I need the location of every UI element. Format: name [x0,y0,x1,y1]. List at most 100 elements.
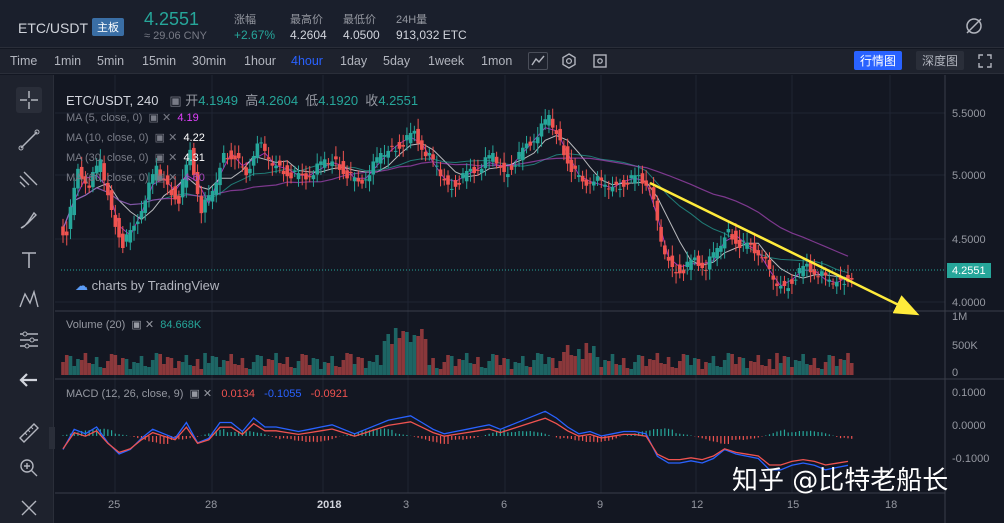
interval-5day[interactable]: 5day [383,54,411,68]
volume-tick-500k: 500K [952,340,978,352]
macd-bar [208,433,210,436]
candle-body [782,280,787,286]
trendline-icon[interactable] [16,127,42,153]
candle-body [550,118,555,128]
volume-bar [670,367,675,375]
macd-line [62,410,849,471]
volume24-label: 24H量 [396,14,428,26]
volume-bar [408,342,413,375]
volume-bar [730,354,734,375]
settings-icon[interactable] [560,52,580,70]
candle-body [827,279,832,282]
candle-body [520,147,525,161]
macd-bar [574,436,576,441]
macd-bar [619,436,621,437]
volume-bar [427,365,432,375]
tab-kline[interactable]: 行情图 [854,51,903,70]
interval-4hour[interactable]: 4hour [291,54,323,68]
brush-icon[interactable] [16,207,42,233]
macd-bar [447,436,449,444]
candle-body [487,155,491,159]
macd-bar [62,435,64,436]
ma5-legend: MA (5, close, 0) ▣ ✕ 4.19 [66,112,199,124]
tradingview-branding[interactable]: ☁ charts by TradingView [75,278,220,293]
macd-bar [163,436,165,444]
ruler-icon[interactable] [16,420,42,446]
macd-bar [223,429,225,436]
price-tick-4000: 4.0000 [952,297,986,309]
candle-body [539,123,544,137]
zoom-in-icon[interactable] [16,455,42,481]
candle-body [233,155,237,160]
panel-collapse-handle[interactable] [49,427,55,449]
interval-1mon[interactable]: 1mon [481,54,513,68]
pattern-icon[interactable] [16,287,42,313]
candle-body [446,175,450,185]
volume-bar [528,367,533,375]
volume-bar [805,364,809,375]
macd-bar [110,430,113,436]
price-tick-5500: 5.5000 [952,108,986,120]
interval-time[interactable]: Time [10,54,38,68]
fullscreen-icon[interactable] [978,54,992,68]
candle-body [517,151,521,160]
x-tick-12: 12 [691,499,703,511]
volume-bar [184,355,189,375]
trend-arrow[interactable] [649,181,920,316]
candle-body [595,176,600,181]
theme-toggle-icon[interactable] [964,16,984,36]
candle-body [393,150,398,152]
crosshair-icon[interactable] [16,87,42,113]
candle-body [405,135,409,141]
macd-bar [297,436,300,441]
candle-body [838,276,843,280]
volume-bar [707,363,712,375]
eraser-icon[interactable] [16,495,42,521]
macd-bar [533,431,535,436]
volume-bar [431,358,435,375]
volume-bar [382,341,387,375]
macd-bar [353,433,356,436]
text-icon[interactable] [16,247,42,273]
tab-depth[interactable]: 深度图 [916,51,965,70]
interval-5min[interactable]: 5min [97,54,125,68]
volume-bar [793,360,798,375]
volume-bar [756,355,761,375]
interval-15min[interactable]: 15min [142,54,177,68]
macd-bar [765,435,767,436]
macd-bar [282,436,285,439]
interval-1min[interactable]: 1min [54,54,82,68]
macd-bar [383,428,386,436]
chart-area[interactable]: 4.2551 5.5000 5.0000 4.5000 4.0000 1M 50… [55,75,1004,523]
candle-body [150,174,155,184]
fib-icon[interactable] [16,167,42,193]
interval-30min[interactable]: 30min [192,54,227,68]
candle-body [565,146,570,164]
screenshot-icon[interactable] [591,52,611,70]
volume-bar [300,354,305,375]
back-arrow-icon[interactable] [16,367,42,393]
macd-bar [724,436,726,444]
candle-body [793,279,798,281]
measure-icon[interactable] [16,327,42,353]
volume-bar [483,368,488,375]
candle-body [681,269,686,274]
interval-1hour[interactable]: 1hour [244,54,276,68]
candle-body [663,245,667,255]
candle-body [442,178,447,181]
candle-body [285,165,290,177]
candle-body [449,188,454,190]
indicator-icon[interactable] [528,52,548,70]
volume-bar [319,369,323,375]
candle-body [177,195,181,204]
volume-bar [509,369,514,375]
interval-1week[interactable]: 1week [428,54,465,68]
macd-bar [716,436,718,443]
interval-1day[interactable]: 1day [340,54,368,68]
volume-bar [502,358,506,375]
volume-bar [378,365,383,375]
volume-bar [79,360,84,375]
volume-bar [233,364,237,375]
candle-body [76,168,80,189]
candle-body [195,172,200,195]
